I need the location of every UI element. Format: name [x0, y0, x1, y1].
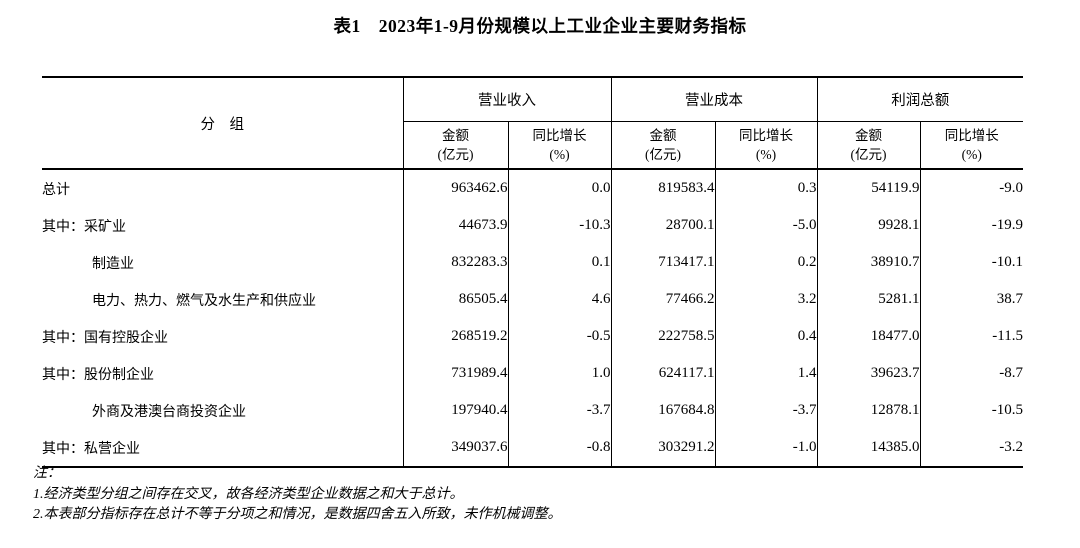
row-label-cell: 其中：国有控股企业: [42, 330, 168, 346]
cost-amount-cell: 167684.8: [610, 392, 715, 429]
cost-amount-cell: 713417.1: [610, 244, 715, 281]
subheader-line2: (亿元): [437, 147, 474, 162]
column-group-profit: 利润总额: [816, 77, 1023, 122]
cost-amount-cell: 77466.2: [610, 281, 715, 318]
cost-amount-cell: 303291.2: [610, 429, 715, 467]
revenue-growth-cell: -3.7: [507, 392, 611, 429]
subheader-line2: (%): [755, 147, 777, 162]
revenue-growth-cell: -0.5: [507, 318, 611, 355]
row-label-cell: 总计: [42, 182, 70, 198]
subheader-line2: (%): [549, 147, 570, 162]
notes: 注： 1.经济类型分组之间存在交叉，故各经济类型企业数据之和大于总计。 2.本表…: [33, 464, 562, 526]
cost-growth-cell: 0.2: [714, 244, 817, 281]
profit-growth-cell: -11.5: [919, 318, 1023, 355]
profit-amount-cell: 14385.0: [816, 429, 920, 467]
profit-growth-cell: -10.1: [919, 244, 1023, 281]
revenue-amount-cell: 268519.2: [402, 318, 508, 355]
subheader-line1: 同比增长: [532, 128, 587, 143]
notes-heading: 注：: [33, 466, 61, 481]
row-label-cell: 制造业: [92, 256, 134, 272]
revenue-amount-cell: 44673.9: [402, 207, 508, 244]
column-header-cost-amount: 金额 (亿元): [610, 121, 715, 170]
revenue-amount-cell: 963462.6: [402, 169, 508, 207]
revenue-amount-cell: 86505.4: [402, 281, 508, 318]
subheader-line2: (%): [961, 147, 982, 162]
revenue-growth-cell: -10.3: [507, 207, 611, 244]
profit-amount-cell: 9928.1: [816, 207, 920, 244]
table-row-shareholding: 其中：股份制企业 731989.4 1.0 624117.1 1.4 39623…: [42, 355, 1023, 392]
profit-amount-cell: 12878.1: [816, 392, 920, 429]
profit-amount-cell: 39623.7: [816, 355, 920, 392]
cost-amount-cell: 28700.1: [610, 207, 715, 244]
row-label-cell: 外商及港澳台商投资企业: [92, 404, 246, 420]
revenue-amount-cell: 197940.4: [402, 392, 508, 429]
revenue-growth-cell: 1.0: [507, 355, 611, 392]
table-row-manufacturing: 制造业 832283.3 0.1 713417.1 0.2 38910.7 -1…: [42, 244, 1023, 281]
column-group-revenue: 营业收入: [402, 77, 611, 122]
profit-growth-cell: -10.5: [919, 392, 1023, 429]
cost-growth-cell: 0.3: [714, 169, 817, 207]
profit-growth-cell: -3.2: [919, 429, 1023, 467]
row-label-cell: 其中：股份制企业: [42, 367, 154, 383]
note-2: 2.本表部分指标存在总计不等于分项之和情况，是数据四舍五入所致，未作机械调整。: [33, 507, 562, 522]
profit-amount-cell: 5281.1: [816, 281, 920, 318]
subheader-line1: 金额: [442, 128, 469, 143]
column-header-revenue-amount: 金额 (亿元): [402, 121, 508, 170]
column-header-profit-growth: 同比增长 (%): [919, 121, 1023, 170]
table-header: 分 组 营业收入 营业成本 利润总额 金额 (亿元) 同比增长 (%) 金额 (…: [42, 77, 1023, 170]
header-row-subheaders: 金额 (亿元) 同比增长 (%) 金额 (亿元) 同比增长 (%) 金额 (: [42, 121, 1023, 170]
subheader-line1: 同比增长: [944, 128, 999, 143]
profit-growth-cell: -8.7: [919, 355, 1023, 392]
revenue-growth-cell: 0.1: [507, 244, 611, 281]
header-row-groups: 分 组 营业收入 营业成本 利润总额: [42, 77, 1023, 170]
row-label-cell: 电力、热力、燃气及水生产和供应业: [92, 293, 316, 309]
cost-growth-cell: 3.2: [714, 281, 817, 318]
page-title: 表1 2023年1-9月份规模以上工业企业主要财务指标: [333, 16, 747, 36]
table-body: 总计 963462.6 0.0 819583.4 0.3 54119.9 -9.…: [42, 169, 1023, 467]
revenue-growth-cell: -0.8: [507, 429, 611, 467]
cost-growth-cell: -1.0: [714, 429, 817, 467]
subheader-line1: 金额: [649, 128, 677, 143]
column-group-cost: 营业成本: [610, 77, 817, 122]
row-label-cell: 其中：采矿业: [42, 219, 126, 235]
table-row-private: 其中：私营企业 349037.6 -0.8 303291.2 -1.0 1438…: [42, 429, 1023, 467]
subheader-line2: (亿元): [850, 147, 887, 162]
table-row-state-owned: 其中：国有控股企业 268519.2 -0.5 222758.5 0.4 184…: [42, 318, 1023, 355]
revenue-growth-cell: 4.6: [507, 281, 611, 318]
revenue-growth-cell: 0.0: [507, 169, 611, 207]
column-header-cost-growth: 同比增长 (%): [714, 121, 817, 170]
subheader-line2: (亿元): [645, 147, 681, 162]
subheader-line1: 同比增长: [739, 128, 793, 143]
column-header-profit-amount: 金额 (亿元): [816, 121, 920, 170]
note-1: 1.经济类型分组之间存在交叉，故各经济类型企业数据之和大于总计。: [33, 486, 464, 502]
cost-growth-cell: -3.7: [714, 392, 817, 429]
profit-amount-cell: 18477.0: [816, 318, 920, 355]
table-row-total: 总计 963462.6 0.0 819583.4 0.3 54119.9 -9.…: [42, 169, 1023, 207]
table-row-mining: 其中：采矿业 44673.9 -10.3 28700.1 -5.0 9928.1…: [42, 207, 1023, 244]
cost-amount-cell: 222758.5: [610, 318, 715, 355]
profit-amount-cell: 54119.9: [816, 169, 920, 207]
cost-growth-cell: 0.4: [714, 318, 817, 355]
subheader-line1: 金额: [855, 128, 882, 143]
revenue-amount-cell: 731989.4: [402, 355, 508, 392]
profit-amount-cell: 38910.7: [816, 244, 920, 281]
column-header-revenue-growth: 同比增长 (%): [507, 121, 611, 170]
table-row-utilities: 电力、热力、燃气及水生产和供应业 86505.4 4.6 77466.2 3.2…: [42, 281, 1023, 318]
cost-amount-cell: 819583.4: [610, 169, 715, 207]
profit-growth-cell: 38.7: [919, 281, 1023, 318]
cost-growth-cell: 1.4: [714, 355, 817, 392]
row-label-cell: 其中：私营企业: [42, 441, 140, 457]
column-header-group: 分 组: [42, 77, 403, 170]
revenue-amount-cell: 349037.6: [402, 429, 508, 467]
profit-growth-cell: -19.9: [919, 207, 1023, 244]
table-row-foreign-invested: 外商及港澳台商投资企业 197940.4 -3.7 167684.8 -3.7 …: [42, 392, 1023, 429]
financial-indicators-table: 分 组 营业收入 营业成本 利润总额 金额 (亿元) 同比增长 (%) 金额 (…: [42, 76, 1023, 468]
profit-growth-cell: -9.0: [919, 169, 1023, 207]
cost-growth-cell: -5.0: [714, 207, 817, 244]
cost-amount-cell: 624117.1: [610, 355, 715, 392]
revenue-amount-cell: 832283.3: [402, 244, 508, 281]
